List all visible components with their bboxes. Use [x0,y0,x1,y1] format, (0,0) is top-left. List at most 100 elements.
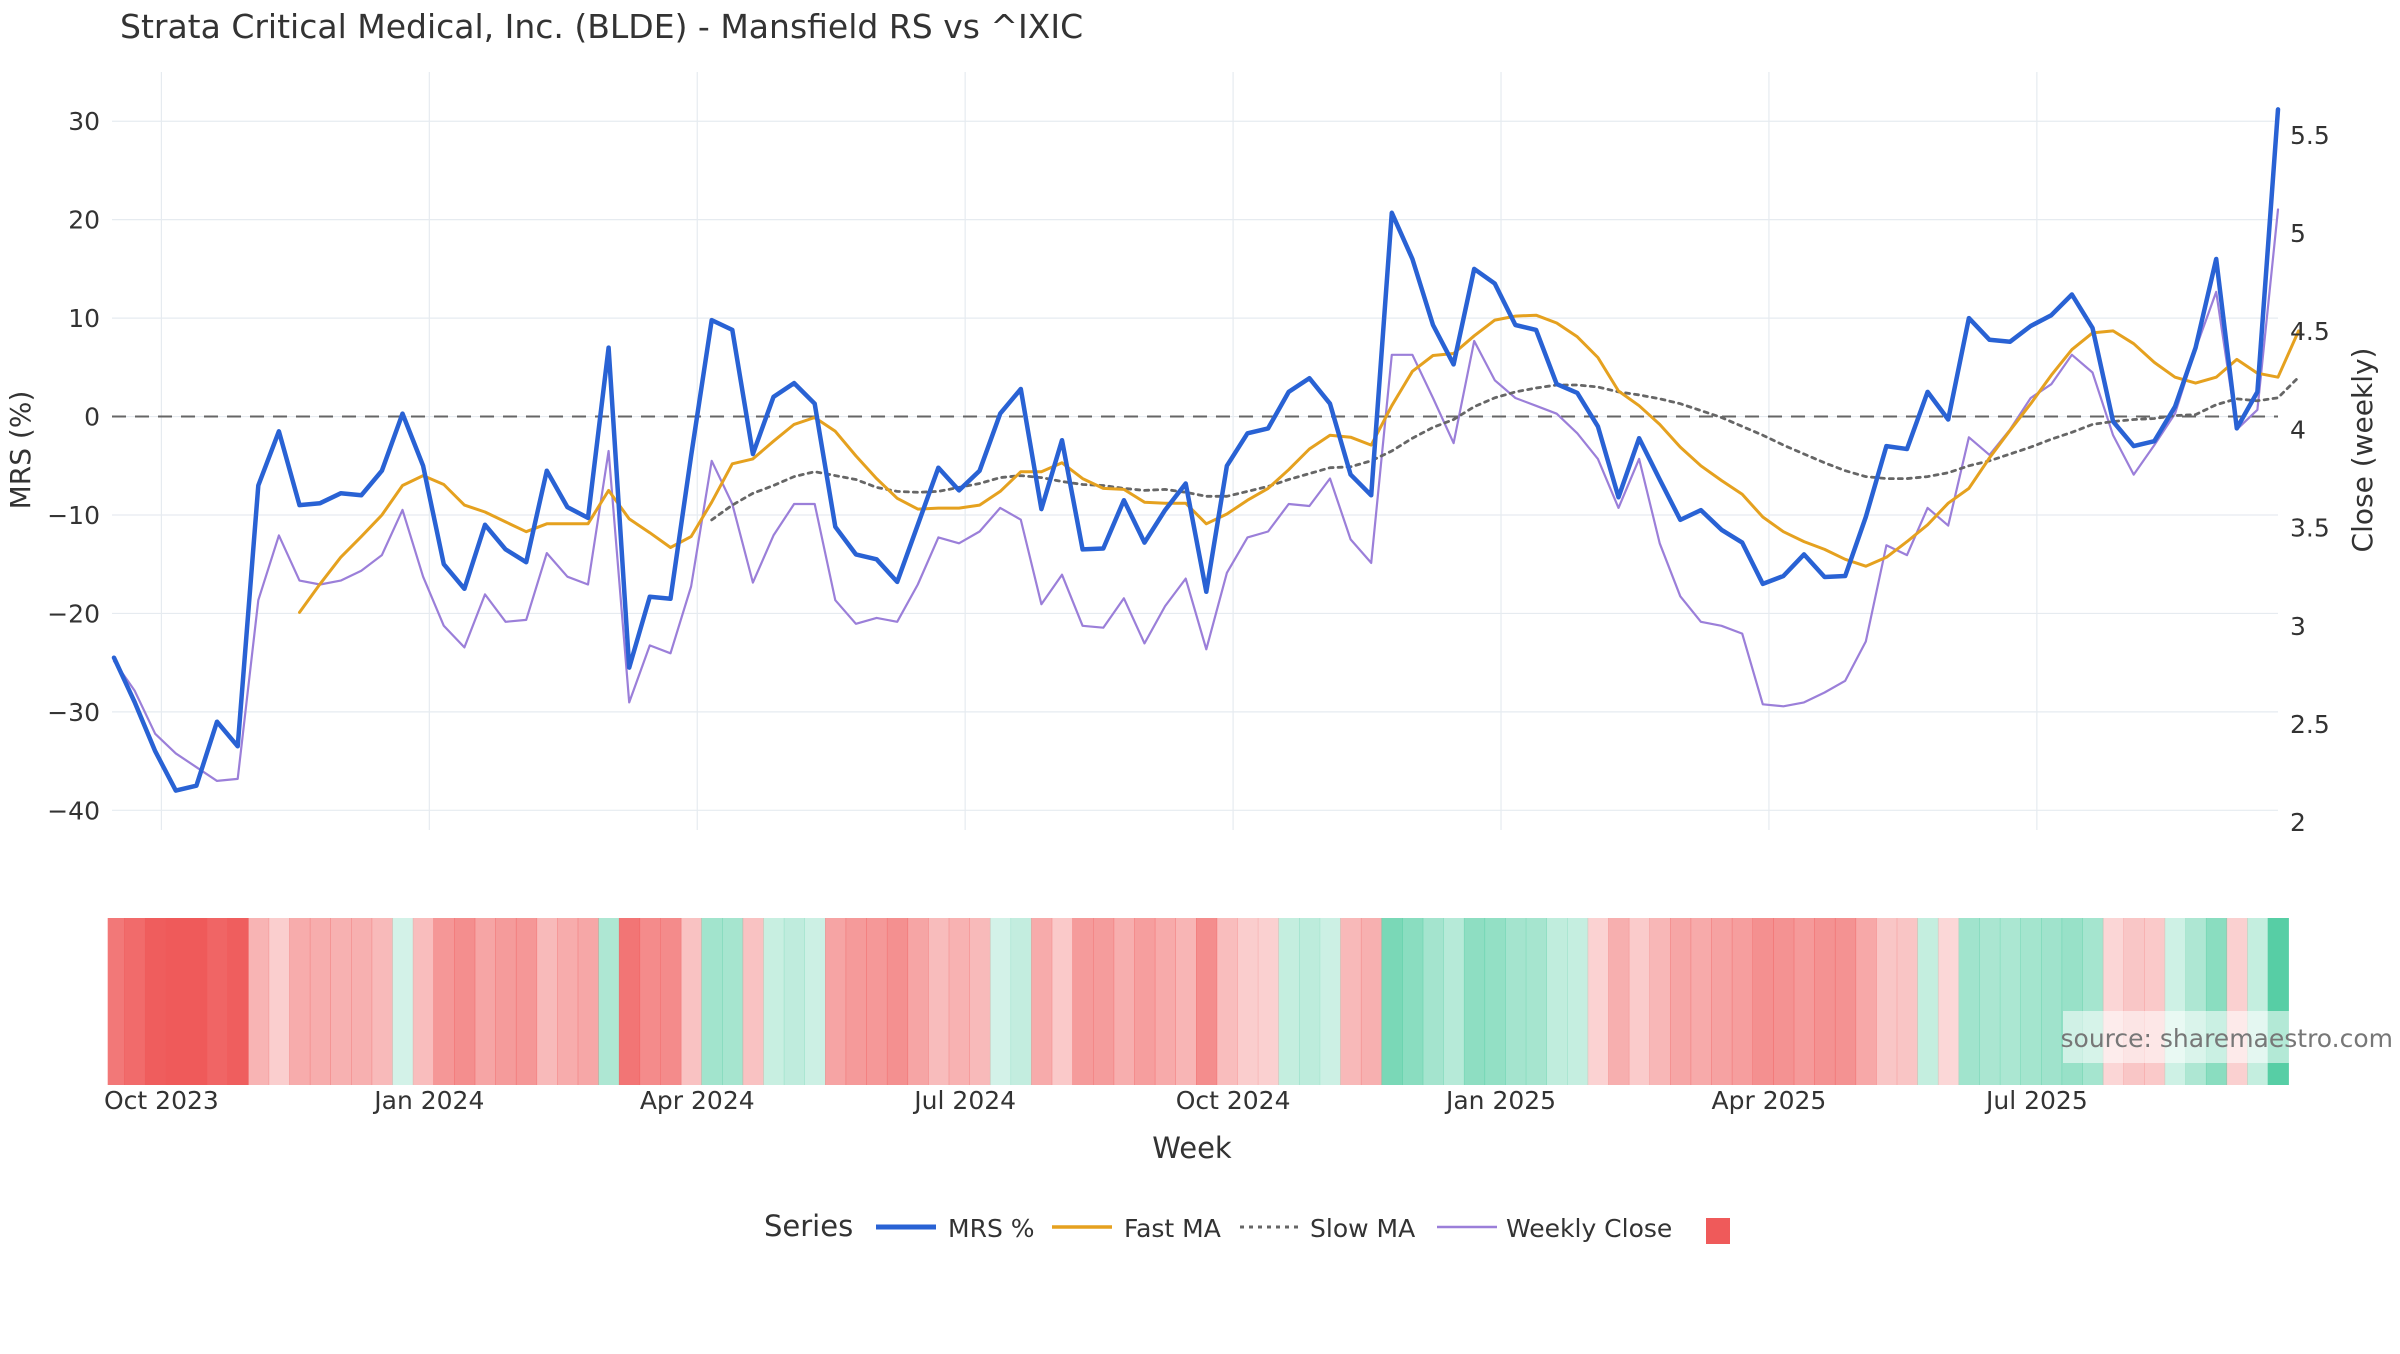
legend-title: Series [764,1209,853,1243]
heatmap-cell [124,918,146,1085]
heatmap-cell [763,918,785,1085]
heatmap-cell [1958,918,1980,1085]
heatmap-cell [107,918,125,1085]
heatmap-cell [1278,918,1300,1085]
heatmap-cell [886,918,909,1085]
heatmap-cell [1484,918,1506,1085]
heatmap-cell [371,918,393,1085]
heatmap-cell [1937,918,1960,1085]
legend: Series MRS % Fast MA Slow MA Weekly Clos… [764,1209,1730,1244]
heatmap-cell [1628,918,1650,1085]
heatmap-cell [1793,918,1815,1085]
y-tick-label: 10 [68,304,100,333]
heatmap-cell [1525,918,1547,1085]
heatmap-cell [186,918,208,1085]
heatmap-cell [989,918,1012,1085]
heatmap-cell [948,918,970,1085]
heatmap-cell [1690,918,1712,1085]
heatmap-cell [2020,918,2042,1085]
heatmap-cell [1567,918,1589,1085]
chart-title: Strata Critical Medical, Inc. (BLDE) - M… [120,7,1083,46]
heatmap-cell [866,918,888,1085]
heatmap-cell [1731,918,1753,1085]
x-tick-label: Jul 2024 [912,1086,1016,1115]
heatmap-cell [1999,918,2021,1085]
y2-tick-label: 4.5 [2290,317,2330,346]
y2-tick-label: 5.5 [2290,121,2330,150]
heatmap-cell [639,918,661,1085]
y2-tick-label: 3.5 [2290,514,2330,543]
heatmap-cell [907,918,929,1085]
heatmap-cell [392,918,414,1085]
heatmap-cell [289,918,311,1085]
heatmap-cell [1587,918,1609,1085]
y-axis-label: MRS (%) [4,391,37,510]
legend-label-weekly-close: Weekly Close [1506,1214,1672,1243]
heatmap-cell [454,918,476,1085]
x-tick-label: Jan 2024 [372,1086,484,1115]
y2-tick-label: 4 [2290,415,2306,444]
heatmap-cell [433,918,455,1085]
heatmap-cell [680,918,702,1085]
heatmap-cell [309,918,331,1085]
heatmap-cell [1443,918,1465,1085]
heatmap-cell [1072,918,1094,1085]
heatmap-cell [165,918,187,1085]
heatmap-cell [1360,918,1383,1085]
heatmap-cell [845,918,867,1085]
plot-series [111,107,2301,793]
heatmap-cell [598,918,620,1085]
heatmap-cell [1505,918,1527,1085]
heatmap-cell [722,918,744,1085]
heatmap-strip [107,918,2289,1085]
heatmap-cell [1917,918,1939,1085]
series-fast-ma [298,313,2301,614]
x-tick-label: Oct 2023 [104,1086,219,1115]
legend-label-mrs: MRS % [948,1214,1035,1243]
heatmap-cell [1340,918,1362,1085]
heatmap-cell [1834,918,1857,1085]
heatmap-cell [1237,918,1259,1085]
heatmap-cell [495,918,517,1085]
heatmap-cell [1134,918,1156,1085]
legend-swatch-heatmap [1706,1218,1730,1244]
x-tick-label: Oct 2024 [1176,1086,1291,1115]
heatmap-cell [144,918,167,1085]
heatmap-cell [268,918,290,1085]
heatmap-cell [1896,918,1918,1085]
heatmap-cell [1463,918,1486,1085]
series-weekly-close [112,208,2280,782]
x-tick-label: Apr 2024 [640,1086,755,1115]
heatmap-cell [1855,918,1877,1085]
heatmap-cell [1010,918,1032,1085]
heatmap-cell [1093,918,1115,1085]
y2-tick-label: 2 [2290,808,2306,837]
heatmap-cell [351,918,373,1085]
right-axis: 5.5 5 4.5 4 3.5 3 2.5 2 [2290,121,2330,837]
heatmap-cell [1979,918,2001,1085]
heatmap-cell [227,918,249,1085]
y2-tick-label: 2.5 [2290,710,2330,739]
heatmap-cell [969,918,991,1085]
heatmap-cell [1608,918,1630,1085]
heatmap-cell [1876,918,1898,1085]
x-tick-label: Jan 2025 [1444,1086,1556,1115]
heatmap-cell [1113,918,1135,1085]
y-tick-label: 20 [68,206,100,235]
heatmap-cell [1752,918,1774,1085]
heatmap-cell [577,918,599,1085]
heatmap-cell [1402,918,1424,1085]
x-tick-label: Apr 2025 [1712,1086,1827,1115]
heatmap-cell [248,918,270,1085]
heatmap-cell [1649,918,1671,1085]
left-axis: 30 20 10 0 −10 −20 −30 −40 [47,107,100,825]
heatmap-cell [928,918,950,1085]
heatmap-cell [1814,918,1836,1085]
y-tick-label: −20 [47,599,100,628]
series-slow-ma [710,375,2300,522]
heatmap-cell [1154,918,1176,1085]
y-tick-label: −30 [47,698,100,727]
source-text: source: sharemaestro.com [2061,1024,2394,1053]
y2-tick-label: 5 [2290,219,2306,248]
